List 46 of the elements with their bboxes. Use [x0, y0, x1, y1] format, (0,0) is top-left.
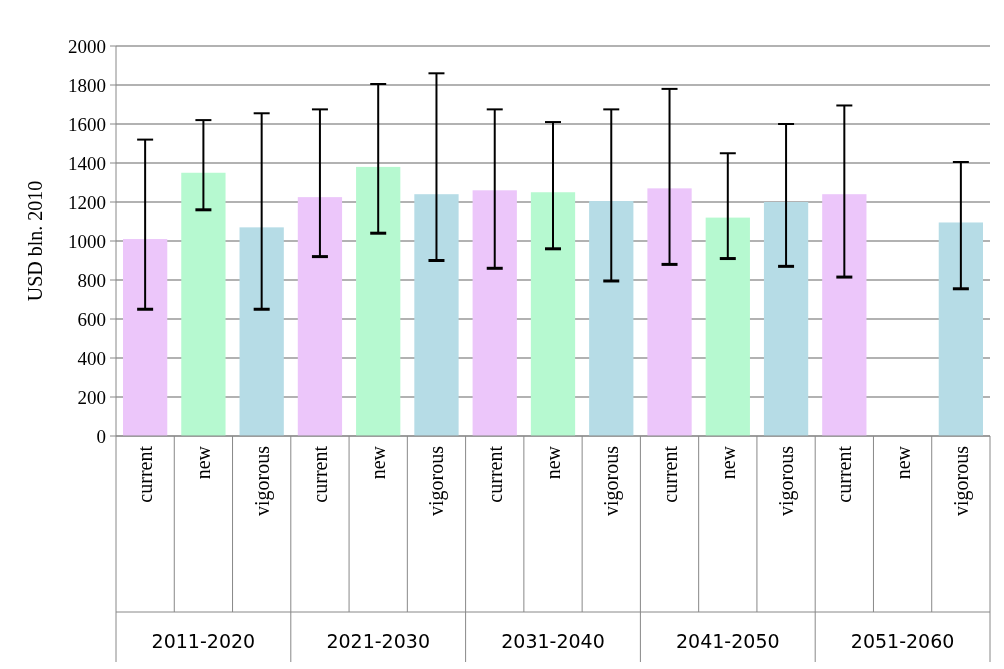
text: 2011-2020: [151, 630, 256, 652]
bar: [472, 190, 517, 436]
x-tick-label: vigorous: [775, 445, 799, 516]
y-tick-label: 800: [77, 269, 106, 291]
x-tick-label: vigorous: [425, 445, 449, 516]
y-tick-label: 0: [96, 425, 106, 447]
y-tick-label: 2000: [68, 35, 106, 57]
x-tick-label: vigorous: [949, 445, 973, 516]
bar: [414, 194, 459, 436]
bar: [938, 222, 984, 436]
text: 2041-2050: [676, 630, 780, 652]
y-axis-title: USD bln. 2010: [24, 180, 46, 302]
bar: [181, 172, 226, 436]
bar: [356, 166, 401, 436]
text: 2021-2030: [326, 630, 430, 652]
x-tick-label: current: [658, 445, 681, 503]
y-tick-label: 1000: [68, 230, 106, 252]
y-tick-label: 600: [77, 308, 106, 330]
bar: [297, 197, 343, 436]
y-tick-label: 1600: [68, 113, 106, 135]
bar: [822, 194, 867, 436]
x-tick-label: new: [192, 445, 215, 480]
bar: [239, 227, 284, 436]
bar: [589, 201, 634, 436]
y-tick-label: 400: [77, 347, 106, 369]
y-tick-label: 1400: [68, 152, 106, 174]
x-tick-label: new: [891, 445, 914, 480]
y-tick-label: 1800: [68, 74, 106, 96]
bar: [122, 239, 168, 436]
text: 2031-2040: [501, 630, 605, 652]
bar: [763, 202, 809, 436]
x-tick-label: new: [367, 445, 390, 480]
x-tick-label: new: [542, 445, 564, 480]
x-tick-label: current: [134, 445, 157, 503]
text: 2051-2060: [850, 630, 955, 652]
bar: [530, 192, 576, 436]
y-tick-label: 1200: [68, 191, 106, 213]
y-tick-label: 200: [77, 386, 106, 408]
bar: [705, 217, 750, 436]
bar: [647, 188, 692, 436]
x-tick-label: new: [716, 445, 739, 480]
x-tick-label: current: [833, 445, 856, 503]
x-tick-label: current: [308, 445, 331, 503]
x-tick-label: vigorous: [250, 445, 274, 516]
x-tick-label: current: [483, 445, 506, 503]
x-tick-label: vigorous: [600, 445, 624, 516]
